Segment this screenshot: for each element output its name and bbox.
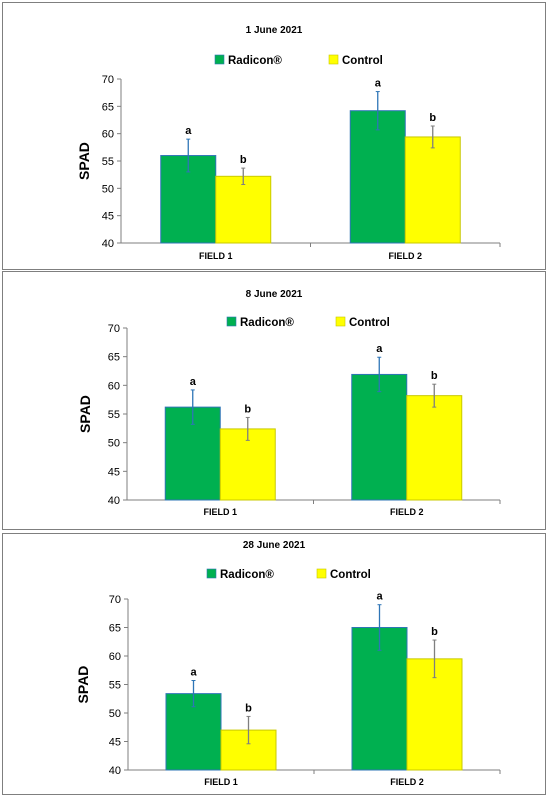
x-category-label: FIELD 1 (203, 507, 237, 517)
chart-svg-2: 8 June 2021 Radicon® Control 40 45 50 55 60 65 70… (77, 289, 501, 517)
bar-radicon-2 (349, 110, 406, 244)
significance-letter: b (245, 702, 252, 714)
significance-letter: a (375, 78, 382, 90)
legend-swatch-2 (316, 568, 327, 579)
significance-letter: a (185, 125, 192, 137)
significance-letter: a (376, 591, 383, 603)
chart-title: 1 June 2021 (246, 25, 303, 36)
y-tick-label: 55 (102, 156, 114, 168)
y-tick-label: 45 (108, 466, 120, 478)
chart-panel-2: 8 June 2021 Radicon® Control 40 45 50 55 60 65 70… (2, 271, 546, 530)
y-tick-label: 60 (102, 129, 114, 141)
significance-letter: b (431, 626, 438, 638)
significance-letter: b (244, 403, 251, 415)
bar-radicon-2 (351, 373, 408, 501)
y-tick-label: 70 (108, 323, 120, 335)
y-tick-label: 60 (109, 651, 121, 663)
chart-panel-1: 1 June 2021 Radicon® Control 40 45 50 55 60 65 70… (2, 2, 546, 270)
y-tick-label: 55 (109, 680, 121, 692)
significance-letter: b (431, 370, 438, 382)
y-axis-label: SPAD (75, 666, 91, 704)
bar-control-2 (406, 395, 463, 501)
x-category-label: FIELD 2 (390, 777, 424, 787)
y-tick-label: 55 (108, 409, 120, 421)
y-axis-label: SPAD (77, 395, 93, 433)
y-tick-label: 60 (108, 380, 120, 392)
significance-letter: a (376, 343, 383, 355)
bar-radicon-2 (351, 627, 408, 771)
legend-swatch-1 (206, 568, 217, 579)
legend-swatch-1 (214, 54, 225, 65)
chart-svg-1: 1 June 2021 Radicon® Control 40 45 50 55 60 65 70… (76, 25, 501, 261)
x-category-label: FIELD 1 (204, 777, 238, 787)
legend-label-1: Radicon® (220, 569, 274, 581)
legend-label-2: Control (349, 317, 390, 329)
legend-label-1: Radicon® (228, 55, 282, 67)
chart-title: 8 June 2021 (246, 289, 303, 300)
x-category-label: FIELD 2 (390, 507, 424, 517)
legend-label-1: Radicon® (240, 317, 294, 329)
x-category-label: FIELD 2 (388, 251, 422, 261)
significance-letter: b (240, 154, 247, 166)
y-tick-label: 40 (108, 495, 120, 507)
y-tick-label: 65 (108, 352, 120, 364)
bar-control-1 (215, 175, 272, 244)
significance-letter: a (190, 376, 197, 388)
bar-control-2 (404, 136, 461, 244)
significance-letter: b (429, 112, 436, 124)
x-category-label: FIELD 1 (199, 251, 233, 261)
legend-swatch-1 (226, 316, 237, 327)
y-tick-label: 50 (102, 183, 114, 195)
y-tick-label: 45 (102, 211, 114, 223)
chart-svg-3: 28 June 2021 Radicon® Control 40 45 50 55 60 65 7… (75, 540, 501, 787)
legend-label-2: Control (342, 55, 383, 67)
chart-title: 28 June 2021 (243, 540, 306, 551)
y-tick-label: 65 (102, 101, 114, 113)
y-tick-label: 40 (102, 238, 114, 250)
y-tick-label: 70 (102, 74, 114, 86)
significance-letter: a (190, 667, 197, 679)
legend-label-2: Control (330, 569, 371, 581)
y-axis-label: SPAD (76, 142, 92, 180)
legend-swatch-2 (335, 316, 346, 327)
y-tick-label: 40 (109, 765, 121, 777)
y-tick-label: 50 (108, 438, 120, 450)
y-tick-label: 45 (109, 737, 121, 749)
y-tick-label: 65 (109, 623, 121, 635)
legend-swatch-2 (328, 54, 339, 65)
y-tick-label: 70 (109, 594, 121, 606)
y-tick-label: 50 (109, 708, 121, 720)
chart-panel-3: 28 June 2021 Radicon® Control 40 45 50 55 60 65 7… (2, 533, 546, 795)
